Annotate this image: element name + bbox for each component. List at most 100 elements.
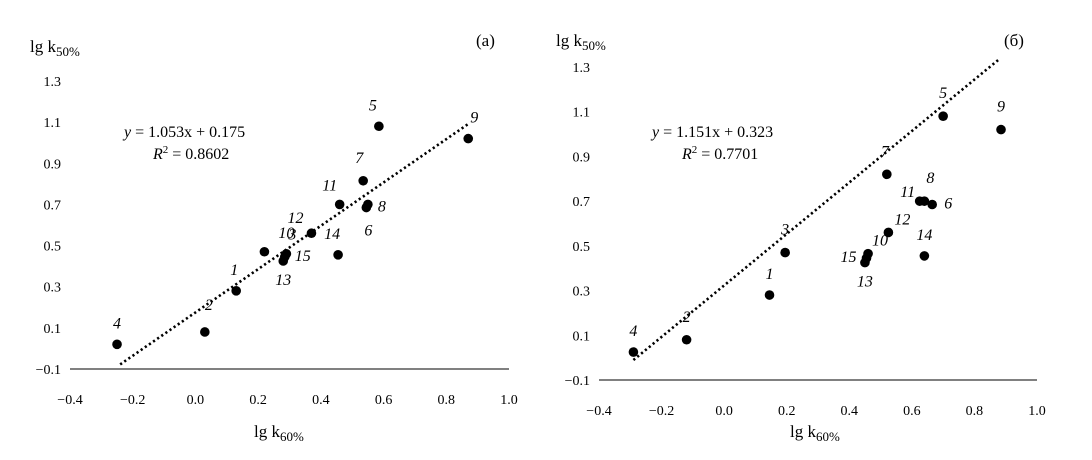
data-point-b-4 [628,347,639,357]
point-label-a-2: 2 [205,297,213,314]
data-point-a-5 [374,121,384,132]
point-label-b-8: 8 [926,170,934,187]
trendline-b [632,57,1001,362]
x-tick-label: 0.0 [715,404,733,419]
x-tick-label: 0.4 [841,404,859,419]
point-label-a-13: 13 [275,272,291,289]
panel-label-b: (б) [1004,31,1024,50]
y-tick-label: 0.5 [44,240,62,255]
r-squared-a: R2 = 0.8602 [152,144,229,163]
point-label-b-9: 9 [997,99,1005,116]
point-label-b-11: 11 [900,184,915,201]
data-point-a-14 [333,250,343,260]
data-point-a-2 [200,327,210,337]
chart-panel-a: lg k50% (а) −0.1 0.1 0.3 0.5 0.7 0.9 1.1 1.3 −0… [30,31,518,444]
y-tick-labels-b: −0.1 0.1 0.3 0.5 0.7 0.9 1.1 1.3 [565,61,590,389]
data-point-b-3 [780,247,790,258]
data-point-b-11 [914,196,925,206]
x-tick-labels-a: −0.4 −0.2 0.0 0.2 0.4 0.6 0.8 1.0 [57,393,517,408]
data-point-b-2 [681,334,692,345]
point-label-a-9: 9 [470,110,478,127]
point-label-a-4: 4 [113,315,121,332]
point-label-a-8: 8 [378,198,386,215]
y-tick-label: 1.1 [573,106,591,121]
y-tick-label: 0.5 [573,240,591,255]
point-label-a-5: 5 [369,97,377,114]
data-point-a-8 [363,199,373,210]
x-tick-label: 1.0 [500,393,518,408]
x-tick-label: 0.2 [778,404,796,419]
y-tick-label: 0.3 [573,285,591,300]
regression-equation-b: y = 1.151x + 0.323 [650,124,773,141]
data-point-a-3 [259,246,270,257]
point-label-b-6: 6 [944,195,952,212]
r-squared-b: R2 = 0.7701 [681,144,758,163]
point-label-a-11: 11 [322,177,337,194]
point-label-b-15: 15 [840,249,856,266]
x-axis-title-a: lg k60% [254,422,304,444]
point-label-a-14: 14 [324,226,340,243]
point-label-b-14: 14 [916,227,932,244]
y-tick-label: 0.9 [573,150,591,165]
data-point-b-12 [883,227,894,238]
y-tick-label: 0.3 [44,281,62,296]
x-tick-label: −0.2 [120,393,145,408]
x-tick-label: 0.8 [966,404,984,419]
data-point-a-4 [112,339,122,350]
data-point-a-7 [358,175,368,186]
point-label-a-3: 3 [287,227,296,244]
x-axis-title-b: lg k60% [790,422,840,444]
x-tick-label: 0.4 [312,393,330,408]
point-label-b-2: 2 [683,309,691,326]
y-tick-label: −0.1 [565,374,590,389]
x-tick-label: 1.0 [1028,404,1046,419]
x-tick-labels-b: −0.4 −0.2 0.0 0.2 0.4 0.6 0.8 1.0 [586,404,1045,419]
data-point-b-7 [882,169,892,180]
point-label-a-7: 7 [355,150,364,167]
x-tick-label: 0.6 [375,393,393,408]
point-label-b-7: 7 [881,143,890,160]
trendline-a [119,122,469,366]
x-tick-label: 0.6 [903,404,921,419]
point-label-b-13: 13 [857,274,873,291]
x-tick-label: −0.4 [57,393,82,408]
data-point-b-5 [938,111,948,121]
point-label-a-6: 6 [364,223,372,240]
data-point-a-1 [231,286,241,296]
y-tick-label: 0.1 [44,322,62,337]
x-tick-label: −0.2 [649,404,674,419]
point-label-a-1: 1 [230,262,238,279]
data-point-a-11 [334,199,345,210]
x-tick-label: 0.8 [438,393,456,408]
point-label-a-12: 12 [287,210,303,227]
chart-panel-b: lg k50% (б) −0.1 0.1 0.3 0.5 0.7 0.9 1.1 1.3 −0… [556,31,1046,444]
y-tick-label: 0.9 [44,157,62,172]
y-axis-title-a: lg k50% [30,37,80,59]
y-tick-label: 0.7 [573,195,591,210]
point-label-b-10: 10 [872,233,888,250]
regression-equation-a: y = 1.053x + 0.175 [122,124,245,141]
panel-label-a: (а) [476,31,495,50]
y-tick-label: 0.7 [44,198,62,213]
y-tick-label: 0.1 [573,329,591,344]
data-point-b-6 [927,199,937,210]
x-tick-label: 0.0 [187,393,205,408]
data-point-a-12 [306,228,317,239]
point-label-a-15: 15 [295,248,311,265]
data-point-b-1 [764,290,775,300]
y-tick-label: −0.1 [36,363,61,378]
data-point-b-9 [996,124,1006,135]
data-point-b-15 [861,253,872,263]
point-label-a-10: 10 [278,225,294,242]
point-label-b-5: 5 [939,85,947,102]
data-points-b [628,111,1006,357]
data-points-a [112,121,474,350]
point-label-b-3: 3 [780,222,789,239]
x-tick-label: 0.2 [249,393,267,408]
y-axis-title-b: lg k50% [556,31,606,53]
data-point-a-15 [279,252,290,262]
point-label-b-12: 12 [894,211,910,228]
y-tick-label: 1.3 [44,75,62,90]
